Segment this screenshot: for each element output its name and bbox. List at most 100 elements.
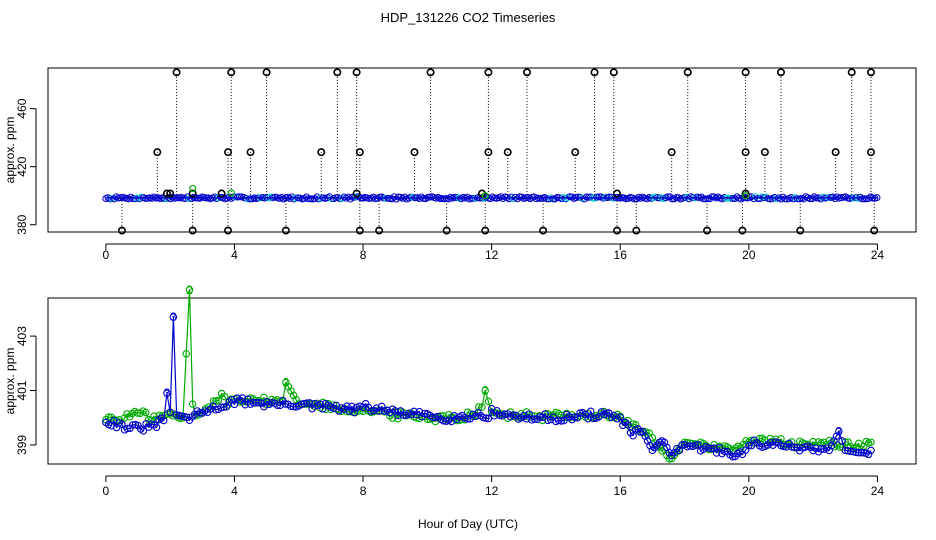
series-marker xyxy=(817,445,825,453)
series-marker xyxy=(621,418,630,427)
spike-point xyxy=(188,226,197,235)
series-marker xyxy=(484,397,493,406)
series-marker xyxy=(854,448,863,457)
baseline-point xyxy=(530,193,538,201)
spike-point xyxy=(355,148,364,157)
baseline-point xyxy=(457,195,465,203)
spike-point xyxy=(741,148,750,157)
series-marker xyxy=(857,448,866,457)
spike-point xyxy=(613,189,622,198)
spike-point xyxy=(484,68,493,77)
series-3: 3 3 3 xyxy=(102,310,875,461)
baseline-point xyxy=(779,193,787,201)
series-marker xyxy=(163,389,171,397)
x-tick-label: 8 xyxy=(360,484,367,498)
series-marker xyxy=(616,413,624,422)
baseline-point xyxy=(664,193,672,201)
spike-point xyxy=(683,68,692,77)
spike-point xyxy=(760,148,769,157)
spike-point xyxy=(246,148,255,157)
series-marker xyxy=(152,423,161,432)
baseline-point xyxy=(507,193,515,201)
series-marker xyxy=(475,403,483,411)
y-tick-label: 460 xyxy=(15,98,29,118)
series-marker xyxy=(188,413,196,421)
series-marker xyxy=(541,410,549,418)
spike-point xyxy=(667,148,676,157)
spike-point xyxy=(703,226,712,235)
baseline-point xyxy=(762,193,770,201)
series-marker xyxy=(720,447,729,456)
x-tick-label: 20 xyxy=(742,484,756,498)
baseline-point xyxy=(302,193,310,201)
baseline-point xyxy=(346,195,354,203)
series-marker xyxy=(128,421,137,429)
spike-point xyxy=(317,148,326,157)
series-line xyxy=(105,289,872,460)
green-point xyxy=(189,184,197,193)
series-marker xyxy=(846,447,855,456)
series-marker xyxy=(481,386,489,395)
baseline-point xyxy=(505,195,513,203)
series-marker xyxy=(841,446,850,455)
series-marker xyxy=(790,443,799,451)
series-marker xyxy=(348,402,356,411)
spike-point xyxy=(352,68,361,77)
y-tick-label: 403 xyxy=(15,326,29,346)
plot-frame xyxy=(47,67,917,233)
spike-point xyxy=(741,189,750,198)
baseline-point xyxy=(580,195,588,203)
series-marker xyxy=(169,313,178,321)
series-marker xyxy=(188,400,197,408)
series-marker xyxy=(142,408,150,417)
spike-points xyxy=(117,68,879,235)
peak-label: 2 xyxy=(186,283,193,297)
spike-point xyxy=(870,226,879,235)
series-marker xyxy=(495,411,504,420)
baseline-point xyxy=(353,193,361,201)
series-marker xyxy=(305,399,314,407)
chart-title: HDP_131226 CO2 Timeseries xyxy=(381,10,556,25)
series-marker xyxy=(838,437,846,445)
series-marker xyxy=(557,417,566,425)
series-marker xyxy=(867,438,875,446)
spike-point xyxy=(481,226,490,235)
baseline-point xyxy=(236,193,244,201)
series-marker xyxy=(289,402,298,411)
series-marker xyxy=(230,400,239,409)
spike-point xyxy=(609,68,618,77)
x-tick-label: 8 xyxy=(360,248,367,262)
baseline-point xyxy=(781,195,789,203)
series-marker xyxy=(157,414,166,422)
spike-point xyxy=(539,226,548,235)
series-marker xyxy=(273,401,282,409)
series-marker xyxy=(849,448,858,456)
series-marker xyxy=(252,399,260,407)
x-tick-label: 12 xyxy=(485,248,499,262)
x-tick-label: 16 xyxy=(614,484,628,498)
series-marker xyxy=(209,397,218,405)
peak-label: 3 xyxy=(836,424,843,438)
series-marker xyxy=(584,414,592,423)
spike-point xyxy=(831,148,840,157)
spike-point xyxy=(738,226,747,235)
spike-point xyxy=(796,226,805,235)
green-point xyxy=(481,192,489,200)
spike-point xyxy=(442,226,451,235)
series-marker xyxy=(249,398,257,407)
series-marker xyxy=(484,414,493,423)
spike-point xyxy=(188,189,197,198)
x-tick-label: 20 xyxy=(742,248,756,262)
series-marker xyxy=(715,443,724,452)
series-marker xyxy=(835,427,843,436)
peak-label: 2 xyxy=(283,375,290,389)
series-marker xyxy=(439,417,448,425)
spike-point xyxy=(227,68,236,77)
series-marker xyxy=(836,443,844,451)
series-marker xyxy=(694,441,702,449)
series-marker xyxy=(166,408,174,417)
spike-point xyxy=(847,68,856,77)
